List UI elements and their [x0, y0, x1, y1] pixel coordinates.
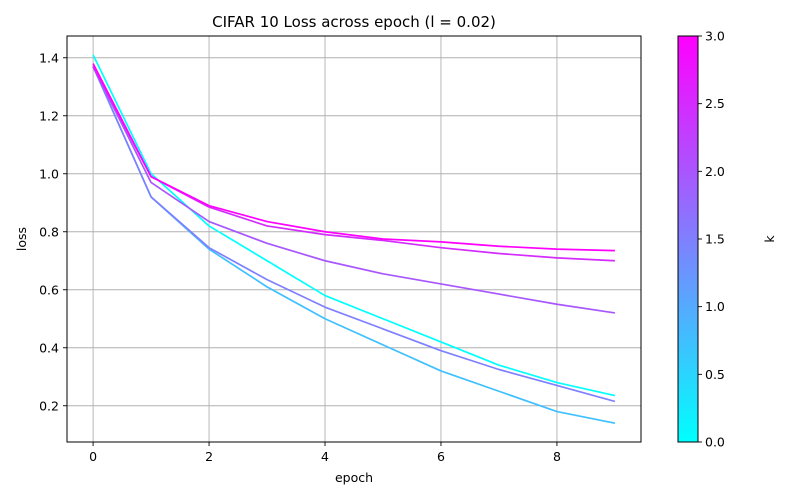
colorbar-tick-label: 2.0 [705, 164, 725, 179]
y-tick-label: 0.6 [39, 282, 59, 297]
y-tick-label: 0.4 [39, 340, 59, 355]
x-tick-label: 8 [553, 449, 561, 464]
series-line-k-0-5 [92, 66, 616, 424]
series-lines [92, 54, 616, 424]
colorbar-tick-label: 1.0 [705, 299, 725, 314]
x-tick-label: 2 [205, 449, 213, 464]
colorbar-tick-label: 0.0 [705, 435, 725, 450]
grid-lines [67, 36, 641, 442]
y-tick-label: 0.8 [39, 224, 59, 239]
chart-title: CIFAR 10 Loss across epoch (l = 0.02) [212, 13, 496, 31]
x-tick-label: 6 [437, 449, 445, 464]
x-tick-label: 0 [89, 449, 97, 464]
y-tick-label: 1.4 [39, 50, 59, 65]
colorbar-label: k [762, 235, 777, 243]
colorbar-tick-label: 3.0 [705, 29, 725, 44]
colorbar-tick-label: 1.5 [705, 232, 725, 247]
colorbar-tick-label: 0.5 [705, 367, 725, 382]
colorbar-ticks: 0.0 0.5 1.0 1.5 2.0 2.5 3.0 [698, 29, 725, 450]
series-line-k-0 [92, 54, 616, 397]
colorbar [677, 35, 699, 443]
series-line-k-1 [92, 66, 616, 403]
series-line-k-3 [92, 63, 615, 252]
series-line-k-2 [92, 66, 616, 314]
colorbar-tick-label: 2.5 [705, 96, 725, 111]
y-tick-label: 1.0 [39, 166, 59, 181]
y-tick-label: 0.2 [39, 398, 59, 413]
x-axis-label: epoch [335, 470, 373, 485]
plot-frame [66, 35, 642, 443]
y-tick-label: 1.2 [39, 108, 59, 123]
x-axis-ticks: 0 2 4 6 8 [89, 442, 561, 464]
y-axis-label: loss [14, 227, 29, 251]
x-tick-label: 4 [321, 449, 329, 464]
y-axis-ticks: 0.2 0.4 0.6 0.8 1.0 1.2 1.4 [39, 50, 67, 413]
